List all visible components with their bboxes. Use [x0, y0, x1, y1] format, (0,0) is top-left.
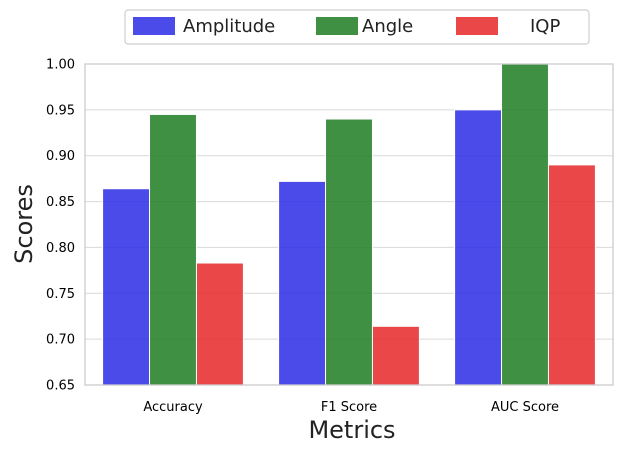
legend: Amplitude Angle IQP: [124, 9, 590, 45]
y-tick-label: 0.90: [46, 149, 75, 164]
legend-swatch-angle: [316, 17, 358, 35]
bar-iqp-auc-score: [547, 164, 596, 386]
legend-swatch-amplitude: [133, 17, 175, 35]
y-tick-label: 0.80: [46, 241, 75, 256]
plot-frame: [84, 63, 614, 386]
bar-amplitude-auc-score: [454, 109, 503, 386]
bar-angle-accuracy: [149, 113, 197, 386]
y-tick-label: 0.65: [46, 379, 75, 394]
legend-label-amplitude: Amplitude: [183, 16, 275, 37]
bars: [102, 63, 596, 386]
legend-label-angle: Angle: [362, 16, 413, 37]
bar-angle-f1-score: [325, 118, 373, 386]
y-tick-label: 0.70: [46, 333, 75, 348]
bar-amplitude-accuracy: [102, 188, 151, 386]
y-tick-label: 1.00: [46, 58, 75, 73]
x-axis-title: Metrics: [308, 416, 395, 444]
y-axis-ticks: 0.65 0.70 0.75 0.80 0.85 0.90 0.95 1.00: [46, 58, 75, 394]
x-tick-label: Accuracy: [143, 400, 203, 415]
bar-amplitude-f1-score: [278, 180, 327, 386]
legend-swatch-iqp: [456, 17, 498, 35]
y-tick-label: 0.75: [46, 287, 75, 302]
legend-label-iqp: IQP: [530, 16, 560, 37]
bar-angle-auc-score: [501, 63, 549, 386]
y-axis-title: Scores: [10, 184, 38, 264]
x-tick-label: AUC Score: [491, 400, 559, 415]
y-tick-label: 0.95: [46, 103, 75, 118]
y-tick-label: 0.85: [46, 195, 75, 210]
x-axis-ticks: Accuracy F1 Score AUC Score: [143, 400, 559, 415]
bar-iqp-f1-score: [371, 325, 420, 386]
bar-iqp-accuracy: [195, 262, 244, 386]
x-tick-label: F1 Score: [321, 400, 377, 415]
